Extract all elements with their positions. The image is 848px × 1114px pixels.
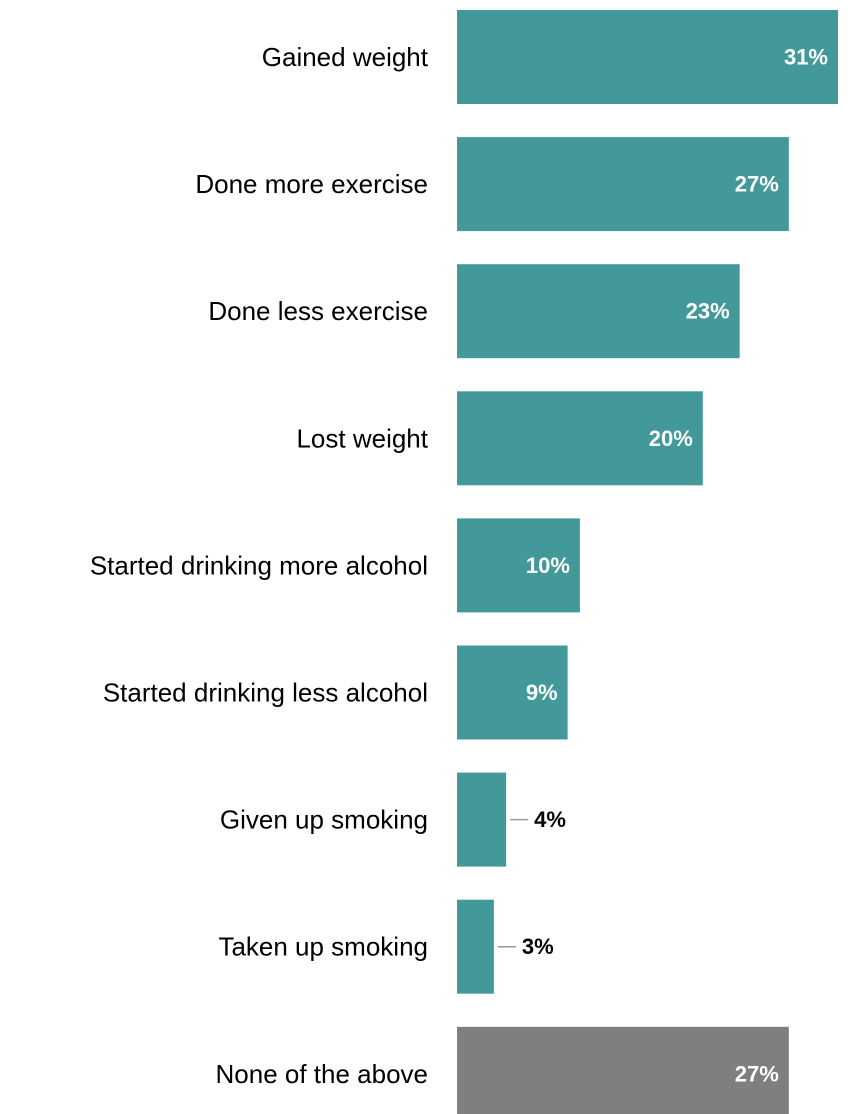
bar-group: Started drinking less alcohol 9% [103, 645, 568, 740]
category-label: Done less exercise [208, 296, 428, 326]
category-label: Gained weight [262, 42, 429, 72]
category-label: Taken up smoking [218, 932, 428, 962]
bar-group: Done less exercise 23% [208, 264, 740, 359]
category-label: Started drinking more alcohol [90, 550, 428, 580]
value-label: 31% [784, 45, 828, 70]
value-label: 27% [735, 172, 779, 197]
value-label: 3% [522, 934, 554, 959]
value-label: 23% [686, 299, 730, 324]
bar-group: Lost weight 20% [296, 391, 703, 486]
value-label: 4% [534, 807, 566, 832]
category-label: None of the above [216, 1059, 429, 1089]
bar-group: Taken up smoking 3% [218, 899, 554, 994]
bar [457, 1026, 789, 1114]
category-label: Done more exercise [195, 169, 428, 199]
value-label: 20% [649, 426, 693, 451]
value-label: 10% [526, 553, 570, 578]
bar-group: Done more exercise 27% [195, 137, 789, 232]
category-label: Started drinking less alcohol [103, 678, 428, 708]
bar-group: Gained weight 31% [262, 10, 838, 104]
bar-group: Given up smoking 4% [220, 772, 566, 867]
bar [457, 772, 507, 867]
value-label: 9% [526, 680, 558, 705]
category-label: Lost weight [296, 423, 428, 453]
bar [457, 391, 703, 486]
bar-group: Started drinking more alcohol 10% [90, 518, 580, 613]
value-label: 27% [735, 1061, 779, 1086]
bar [457, 137, 789, 232]
bar [457, 10, 838, 104]
bar [457, 518, 580, 613]
bar-group: None of the above 27% [216, 1026, 789, 1114]
bar [457, 645, 568, 740]
bar [457, 899, 494, 994]
bar [457, 264, 740, 359]
category-label: Given up smoking [220, 805, 428, 835]
